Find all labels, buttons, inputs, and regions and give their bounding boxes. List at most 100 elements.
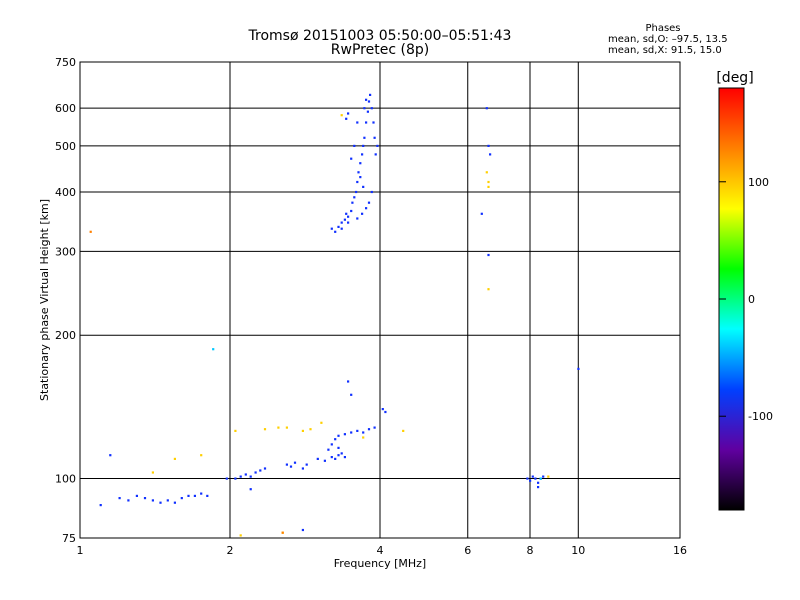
data-point	[118, 497, 121, 500]
data-point	[366, 110, 369, 113]
data-point	[289, 465, 293, 468]
data-point	[327, 448, 330, 451]
data-point	[356, 121, 359, 124]
data-point	[347, 215, 350, 218]
data-points	[89, 93, 580, 537]
data-point	[362, 144, 365, 147]
data-point	[356, 217, 359, 220]
data-point	[187, 494, 190, 497]
data-point	[577, 367, 580, 370]
data-point	[337, 434, 340, 437]
data-point	[480, 212, 483, 215]
data-point	[376, 144, 379, 147]
data-point	[206, 494, 209, 497]
x-tick-label: 1	[77, 544, 84, 557]
data-point	[212, 348, 215, 351]
data-point	[234, 429, 237, 432]
data-point	[337, 446, 340, 449]
data-point	[193, 494, 196, 497]
colorbar-tick-label: -100	[748, 410, 773, 423]
data-point	[330, 456, 333, 459]
data-point	[487, 180, 490, 184]
data-point	[301, 467, 304, 470]
data-point	[356, 180, 359, 184]
data-point	[363, 136, 366, 139]
data-point	[277, 426, 280, 429]
data-point	[370, 107, 373, 110]
x-tick-label: 4	[377, 544, 384, 557]
data-point	[365, 121, 368, 124]
data-point	[173, 457, 176, 460]
data-point	[367, 428, 371, 431]
data-point	[345, 117, 348, 120]
data-point	[362, 431, 365, 434]
y-tick-label: 300	[55, 245, 76, 258]
x-tick-label: 6	[464, 544, 471, 557]
data-point	[542, 475, 545, 478]
data-point	[485, 107, 488, 110]
data-point	[350, 157, 353, 160]
colorbar-label: [deg]	[716, 70, 753, 86]
data-point	[353, 144, 356, 147]
data-point	[99, 504, 102, 507]
data-point	[487, 288, 490, 291]
data-point	[343, 456, 346, 459]
data-point	[225, 477, 228, 480]
data-point	[316, 457, 319, 460]
data-point	[127, 499, 130, 502]
data-point	[263, 428, 267, 431]
data-point	[254, 471, 257, 474]
x-tick-label: 10	[571, 544, 585, 557]
data-point	[293, 461, 297, 464]
data-point	[534, 477, 537, 480]
data-point	[351, 201, 354, 204]
data-point	[370, 190, 373, 194]
data-point	[489, 153, 492, 156]
data-point	[263, 467, 267, 470]
data-point	[166, 499, 169, 502]
data-point	[239, 475, 242, 478]
data-point	[384, 410, 387, 414]
data-point	[249, 488, 252, 491]
data-point	[356, 429, 359, 432]
data-point	[200, 454, 203, 457]
data-point	[340, 227, 343, 230]
data-point	[369, 93, 372, 96]
data-point	[334, 230, 337, 233]
data-point	[529, 479, 532, 482]
data-point	[373, 136, 376, 139]
data-point	[249, 475, 252, 478]
data-point	[347, 112, 350, 115]
data-point	[363, 107, 366, 110]
data-point	[343, 218, 346, 221]
grid-lines	[80, 62, 680, 538]
data-point	[173, 501, 176, 504]
data-point	[365, 98, 368, 101]
x-tick-label: 8	[527, 544, 534, 557]
data-point	[151, 499, 154, 502]
stats-o: mean, sd,O: –97.5, 13.5	[608, 34, 728, 45]
data-point	[337, 454, 340, 457]
data-point	[359, 162, 362, 165]
y-tick-label: 75	[62, 532, 76, 545]
data-point	[244, 473, 247, 476]
data-point	[487, 185, 490, 188]
data-point	[362, 185, 365, 188]
data-point	[547, 475, 550, 478]
data-point	[537, 486, 540, 489]
data-point	[357, 171, 360, 174]
data-point	[281, 531, 284, 534]
data-point	[537, 481, 540, 484]
data-point	[350, 209, 353, 213]
data-point	[320, 421, 323, 424]
data-point	[330, 443, 333, 446]
data-point	[109, 454, 112, 457]
data-point	[361, 212, 364, 215]
data-point	[526, 477, 529, 480]
data-point	[539, 477, 542, 480]
y-tick-label: 750	[55, 56, 76, 69]
x-axis-label: Frequency [MHz]	[334, 557, 426, 570]
data-point	[355, 190, 358, 194]
data-point	[345, 212, 348, 215]
